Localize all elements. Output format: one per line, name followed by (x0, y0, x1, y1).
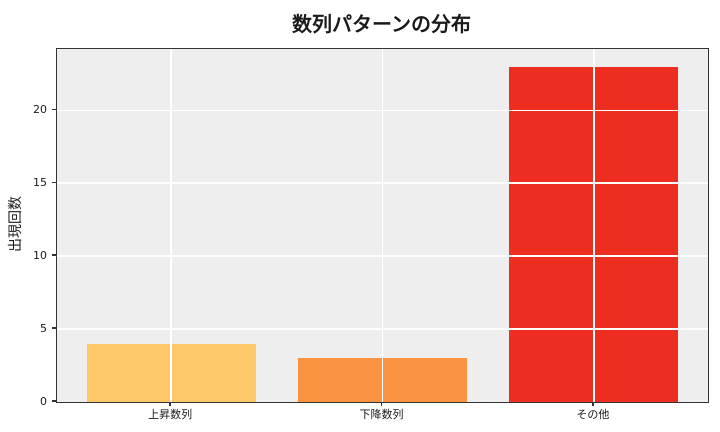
x-tick-mark (169, 402, 171, 407)
y-tick-label: 15 (33, 175, 47, 189)
y-tick-mark (51, 400, 56, 402)
y-tick-label: 5 (40, 321, 47, 335)
v-gridline-1 (381, 49, 384, 402)
x-tick-mark (592, 402, 594, 407)
v-gridline-0 (170, 49, 172, 402)
y-tick-mark (51, 254, 56, 256)
chart-title: 数列パターンの分布 (292, 12, 471, 36)
x-tick-mark (380, 402, 383, 407)
y-tick-label: 10 (33, 248, 47, 262)
v-gridline-2 (593, 49, 595, 402)
plot-area (56, 48, 709, 403)
y-tick-mark (51, 108, 56, 110)
y-tick-label: 20 (33, 102, 47, 116)
y-tick-mark (51, 327, 56, 329)
grid-layer (57, 49, 708, 402)
x-tick-label: その他 (576, 408, 610, 421)
x-tick-label: 下降数列 (359, 408, 404, 421)
y-axis-label: 出現回数 (8, 196, 24, 252)
y-tick-mark (51, 181, 56, 183)
x-tick-label: 上昇数列 (148, 408, 193, 421)
y-tick-label: 0 (40, 394, 47, 408)
